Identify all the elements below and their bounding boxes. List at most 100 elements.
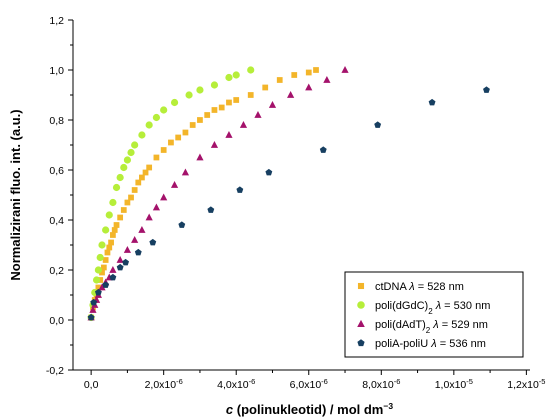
polia-poliu-point	[265, 168, 273, 176]
poli-dgdc-point	[145, 121, 153, 129]
poli-dadt-point	[131, 236, 139, 243]
poli-dgdc-point	[152, 113, 161, 122]
ctdna-point	[218, 104, 225, 111]
poli-dgdc-point	[98, 241, 106, 249]
poli-dgdc-point	[102, 226, 110, 234]
axes: 0,0 2,0x10-6 4,0x10-6 6,0x10-6 8,0x10-6 1,0x1…	[46, 15, 546, 391]
poli-dgdc-point	[170, 98, 179, 107]
ctdna-point	[99, 269, 105, 276]
legend-marker-polia-poliu	[357, 339, 365, 347]
poli-dadt-point	[239, 121, 248, 128]
ctdna-point	[139, 174, 145, 181]
ctdna-point	[124, 199, 131, 206]
ctdna-point	[233, 97, 240, 103]
legend: ctDNA λ = 528 nm poli(dGdC)2 λ = 530 nm po…	[344, 271, 524, 358]
legend-marker-poli-dgdc	[357, 301, 365, 309]
y-tick-label: 0,8	[49, 115, 64, 127]
legend-marker-poli-dadt	[357, 319, 365, 328]
ctdna-point	[95, 284, 102, 291]
poli-dgdc-point	[210, 81, 219, 89]
poli-dadt-point	[181, 168, 190, 176]
poli-dgdc-point	[131, 141, 139, 149]
ctdna-point	[135, 179, 142, 186]
ctdna-point	[168, 139, 174, 146]
poli-dgdc-point	[112, 183, 121, 192]
polia-poliu-point	[428, 98, 436, 106]
ctdna-point	[247, 92, 254, 98]
ctdna-point	[189, 122, 196, 128]
ctdna-point	[142, 169, 149, 176]
ctdna-point	[175, 134, 182, 141]
poli-dgdc-point	[123, 156, 132, 164]
y-tick-label: 0,2	[49, 265, 64, 277]
ctdna-point	[117, 214, 124, 221]
x-tick-label: 1,0x10-5	[435, 377, 473, 392]
polia-poliu-point	[319, 146, 327, 153]
poli-dadt-point	[116, 256, 124, 263]
poli-dadt-point	[170, 181, 179, 188]
ctdna-point	[226, 99, 232, 106]
x-tick-label: 6,0x10-6	[290, 377, 328, 392]
poli-dgdc-point	[92, 276, 101, 284]
legend-label-poli-dgdc: poli(dGdC)2 λ = 530 nm	[375, 300, 490, 316]
polia-poliu-point	[90, 298, 98, 306]
ctdna-point	[113, 222, 120, 228]
legend-marker-ctdna	[357, 282, 365, 290]
poli-dadt-point	[145, 213, 153, 221]
polia-poliu-point	[102, 281, 110, 288]
ctdna-point	[146, 164, 153, 171]
x-tick-label: 4,0x10-6	[217, 377, 255, 392]
ctdna-point	[153, 154, 160, 161]
poli-dadt-point	[152, 203, 161, 211]
poli-dgdc-point	[225, 73, 233, 82]
ctdna-point	[128, 194, 134, 201]
polia-poliu-point	[94, 288, 102, 296]
legend-box	[344, 271, 524, 358]
polia-poliu-points	[87, 86, 490, 321]
poli-dgdc-point	[94, 266, 102, 274]
poli-dgdc-point	[232, 71, 240, 79]
polia-poliu-point	[134, 248, 142, 256]
poli-dgdc-point	[105, 211, 113, 219]
poli-dgdc-point	[127, 148, 135, 157]
poli-dadt-point	[305, 83, 313, 91]
ctdna-point	[291, 72, 298, 78]
poli-dadt-point	[160, 193, 168, 201]
y-tick-label: 0,0	[49, 315, 64, 327]
poli-dadt-point	[109, 266, 117, 273]
ctdna-point	[313, 67, 319, 73]
ctdna-point	[160, 147, 167, 153]
ctdna-point	[111, 227, 118, 233]
ctdna-point	[102, 257, 109, 263]
polia-poliu-point	[87, 313, 95, 321]
poli-dgdc-point	[96, 253, 104, 262]
poli-dadt-point	[341, 66, 349, 73]
polia-poliu-point	[483, 86, 490, 93]
x-tick-label: 8,0x10-6	[362, 377, 400, 392]
y-axis-title: Normalizirani fluo. int. (a.u.)	[8, 109, 23, 280]
poli-dadt-point	[254, 111, 262, 118]
ctdna-points	[88, 67, 319, 321]
poli-dadt-point	[210, 141, 219, 148]
x-tick-label: 2,0x10-6	[145, 377, 183, 392]
ctdna-point	[97, 277, 104, 283]
polia-poliu-point	[207, 206, 215, 213]
ctdna-point	[104, 249, 111, 256]
poli-dgdc-point	[247, 66, 255, 74]
y-tick-label: 0,6	[49, 165, 64, 177]
poli-dgdc-point	[120, 163, 128, 172]
poli-dgdc-point	[185, 91, 193, 99]
poli-dadt-points	[87, 66, 349, 321]
ctdna-point	[276, 77, 283, 83]
ctdna-point	[182, 129, 189, 136]
poli-dgdc-point	[138, 131, 146, 139]
poli-dadt-point	[98, 283, 106, 291]
poli-dgdc-points	[87, 66, 255, 322]
x-axis-title: c (polinukleotid) / mol dm−3	[226, 401, 393, 417]
ctdna-point	[197, 117, 203, 123]
polia-poliu-point	[149, 238, 157, 246]
polia-poliu-point	[116, 263, 124, 271]
polia-poliu-point	[109, 273, 117, 281]
legend-label-ctdna: ctDNA λ = 528 nm	[375, 281, 464, 293]
poli-dgdc-point	[116, 173, 124, 182]
